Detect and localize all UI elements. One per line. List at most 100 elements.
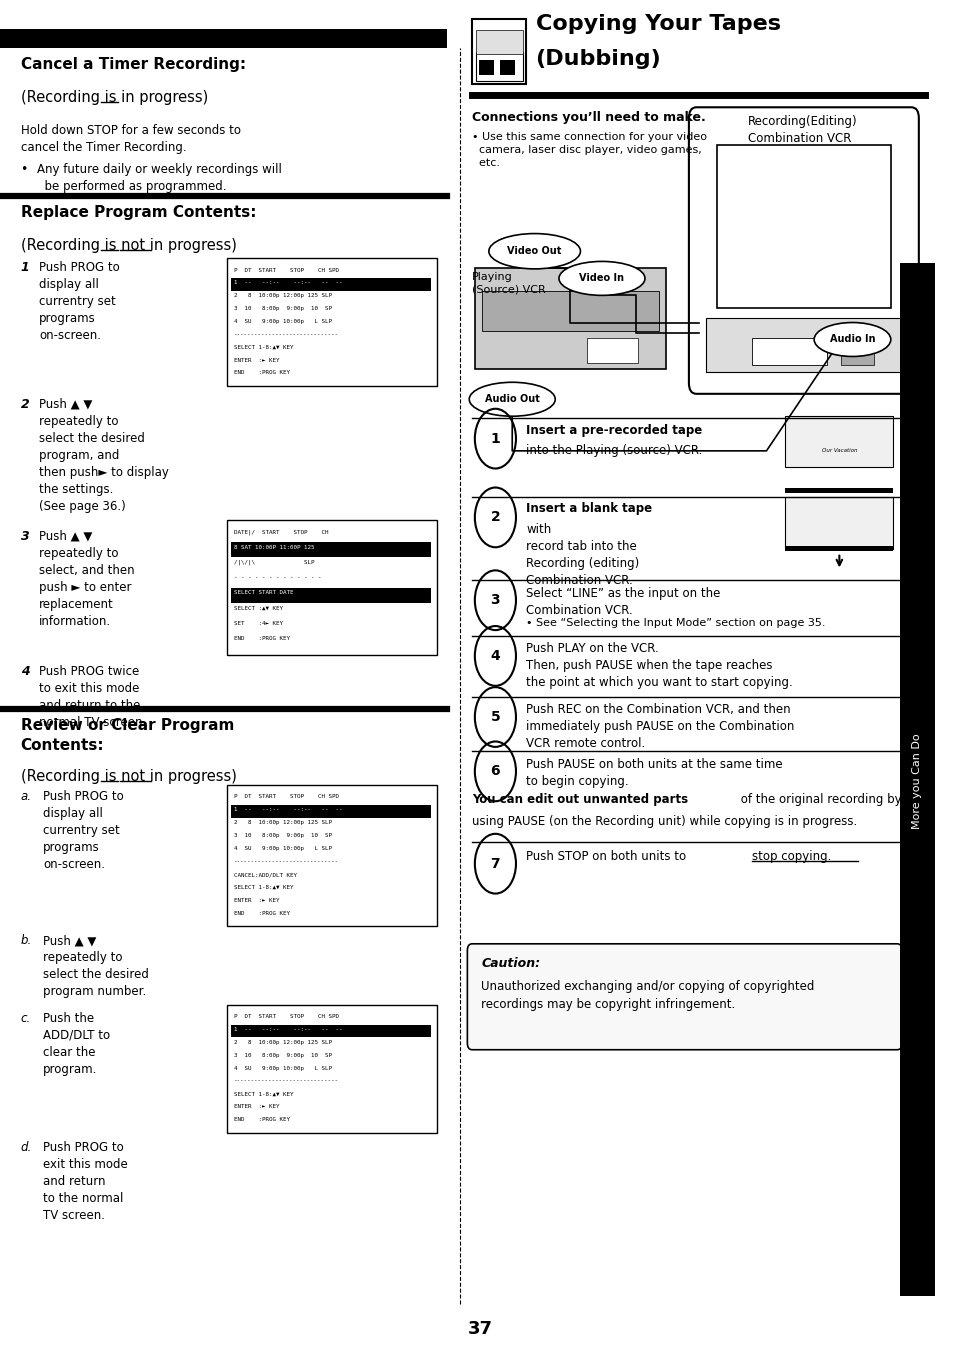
Text: Playing
(Source) VCR: Playing (Source) VCR: [472, 272, 545, 295]
Text: SELECT START DATE: SELECT START DATE: [233, 591, 293, 595]
FancyBboxPatch shape: [467, 944, 902, 1050]
FancyBboxPatch shape: [227, 258, 436, 386]
Bar: [752, 338, 826, 365]
Bar: [784, 488, 892, 493]
Text: 2   8  10:00p 12:00p 125 SLP: 2 8 10:00p 12:00p 125 SLP: [233, 820, 332, 826]
Text: Video In: Video In: [578, 273, 624, 284]
Text: DATE|/  START    STOP    CH: DATE|/ START STOP CH: [233, 530, 328, 535]
Text: Recording(Editing)
Combination VCR: Recording(Editing) Combination VCR: [747, 115, 857, 145]
Text: 3: 3: [21, 530, 30, 543]
Bar: [900, 263, 934, 1296]
Text: 2   8  10:00p 12:00p 125 SLP: 2 8 10:00p 12:00p 125 SLP: [233, 1040, 332, 1046]
Text: SELECT 1-8:▲▼ KEY: SELECT 1-8:▲▼ KEY: [233, 1092, 293, 1097]
Bar: [478, 60, 493, 75]
Text: 3  10   8:00p  9:00p  10  SP: 3 10 8:00p 9:00p 10 SP: [233, 306, 332, 311]
Text: Hold down STOP for a few seconds to
cancel the Timer Recording.: Hold down STOP for a few seconds to canc…: [21, 124, 240, 153]
Text: Unauthorized exchanging and/or copying of copyrighted
recordings may be copyrigh: Unauthorized exchanging and/or copying o…: [481, 980, 814, 1012]
Text: 5: 5: [490, 710, 499, 724]
Text: stop copying.: stop copying.: [752, 850, 831, 864]
Text: 4  SU   9:00p 10:00p   L SLP: 4 SU 9:00p 10:00p L SLP: [233, 319, 332, 325]
Text: Audio In: Audio In: [829, 334, 874, 345]
Text: 2: 2: [490, 511, 499, 524]
Bar: [475, 268, 666, 369]
Text: More you Can Do: More you Can Do: [911, 733, 922, 828]
Text: Push REC on the Combination VCR, and then
immediately push PAUSE on the Combinat: Push REC on the Combination VCR, and the…: [526, 703, 794, 751]
Bar: [586, 338, 638, 363]
Text: 37: 37: [467, 1320, 492, 1338]
Text: Our Vacation: Our Vacation: [821, 448, 856, 454]
Text: Video Out: Video Out: [507, 246, 561, 257]
Text: Copying Your Tapes: Copying Your Tapes: [535, 14, 780, 34]
Bar: [717, 145, 890, 308]
Text: /|\/|\              SLP: /|\/|\ SLP: [233, 559, 314, 565]
Text: 1: 1: [21, 261, 30, 274]
Ellipse shape: [488, 234, 579, 269]
Text: 2: 2: [21, 398, 30, 411]
Bar: [476, 30, 522, 54]
Text: 1  --   --:--    --:--   --  --: 1 -- --:-- --:-- -- --: [233, 808, 342, 812]
Text: 4: 4: [490, 649, 499, 663]
Text: • See “Selecting the Input Mode” section on page 35.: • See “Selecting the Input Mode” section…: [526, 618, 825, 627]
Text: END    :PROG KEY: END :PROG KEY: [233, 636, 290, 641]
Text: 3: 3: [490, 593, 499, 607]
Text: d.: d.: [21, 1141, 31, 1154]
Text: Push the
ADD/DLT to
clear the
program.: Push the ADD/DLT to clear the program.: [43, 1012, 110, 1076]
Text: SELECT 1-8:▲▼ KEY: SELECT 1-8:▲▼ KEY: [233, 345, 293, 350]
Text: 6: 6: [490, 765, 499, 778]
Text: ------------------------------: ------------------------------: [233, 1078, 338, 1084]
Text: 4  SU   9:00p 10:00p   L SLP: 4 SU 9:00p 10:00p L SLP: [233, 846, 332, 851]
Text: 3  10   8:00p  9:00p  10  SP: 3 10 8:00p 9:00p 10 SP: [233, 834, 332, 838]
Text: END    :PROG KEY: END :PROG KEY: [233, 911, 290, 915]
Bar: [705, 318, 902, 372]
FancyBboxPatch shape: [227, 785, 436, 926]
Text: - - - - - - - - - - - - -: - - - - - - - - - - - - -: [233, 576, 321, 580]
Text: Push ▲ ▼
repeatedly to
select the desired
program number.: Push ▲ ▼ repeatedly to select the desire…: [43, 934, 149, 998]
Text: • Use this same connection for your video
  camera, laser disc player, video gam: • Use this same connection for your vide…: [472, 132, 706, 168]
Text: 8 SAT 10:00P 11:00P 125: 8 SAT 10:00P 11:00P 125: [233, 545, 314, 550]
Text: Push STOP on both units to: Push STOP on both units to: [526, 850, 689, 864]
Bar: [482, 291, 659, 331]
Text: (Recording is in progress): (Recording is in progress): [21, 90, 208, 105]
Text: SET    :4► KEY: SET :4► KEY: [233, 621, 282, 626]
Text: Insert a blank tape: Insert a blank tape: [526, 502, 652, 516]
FancyBboxPatch shape: [227, 1005, 436, 1133]
Text: (Recording is not in progress): (Recording is not in progress): [21, 769, 236, 784]
Text: 4: 4: [21, 665, 30, 679]
Text: ------------------------------: ------------------------------: [233, 331, 338, 337]
Text: Push PROG to
display all
currentry set
programs
on-screen.: Push PROG to display all currentry set p…: [43, 790, 124, 872]
FancyBboxPatch shape: [688, 107, 918, 394]
Text: Review or Clear Program
Contents:: Review or Clear Program Contents:: [21, 718, 233, 754]
Ellipse shape: [469, 383, 555, 417]
Text: Cancel a Timer Recording:: Cancel a Timer Recording:: [21, 57, 246, 72]
Text: using PAUSE (on the Recording unit) while copying is in progress.: using PAUSE (on the Recording unit) whil…: [472, 815, 857, 828]
Bar: [784, 416, 892, 467]
Text: SELECT :▲▼ KEY: SELECT :▲▼ KEY: [233, 606, 282, 611]
Text: Audio Out: Audio Out: [484, 394, 539, 405]
Ellipse shape: [558, 261, 644, 295]
Text: SELECT 1-8:▲▼ KEY: SELECT 1-8:▲▼ KEY: [233, 885, 293, 889]
Text: Insert a pre-recorded tape: Insert a pre-recorded tape: [526, 424, 701, 437]
Text: Push ▲ ▼
repeatedly to
select, and then
push ► to enter
replacement
information.: Push ▲ ▼ repeatedly to select, and then …: [39, 530, 134, 627]
Text: P  DT  START    STOP    CH SPD: P DT START STOP CH SPD: [233, 1014, 338, 1020]
Text: You can edit out unwanted parts: You can edit out unwanted parts: [472, 793, 687, 807]
Text: with
record tab into the
Recording (editing)
Combination VCR.: with record tab into the Recording (edit…: [526, 523, 639, 587]
Text: (Dubbing): (Dubbing): [535, 49, 660, 69]
Text: into the Playing (source) VCR.: into the Playing (source) VCR.: [526, 444, 702, 458]
Text: 1  --   --:--    --:--   --  --: 1 -- --:-- --:-- -- --: [233, 1027, 342, 1032]
FancyBboxPatch shape: [227, 520, 436, 655]
Text: c.: c.: [21, 1012, 30, 1025]
Text: ENTER  :► KEY: ENTER :► KEY: [233, 1104, 279, 1109]
Text: Push PROG to
exit this mode
and return
to the normal
TV screen.: Push PROG to exit this mode and return t…: [43, 1141, 128, 1222]
Text: ENTER  :► KEY: ENTER :► KEY: [233, 357, 279, 363]
Text: a.: a.: [21, 790, 31, 804]
Bar: [231, 1024, 431, 1038]
Text: 3  10   8:00p  9:00p  10  SP: 3 10 8:00p 9:00p 10 SP: [233, 1052, 332, 1058]
Bar: [499, 60, 515, 75]
Text: Push PAUSE on both units at the same time
to begin copying.: Push PAUSE on both units at the same tim…: [526, 758, 782, 788]
Text: b.: b.: [21, 934, 31, 948]
Text: 7: 7: [490, 857, 499, 870]
Text: P  DT  START    STOP    CH SPD: P DT START STOP CH SPD: [233, 794, 338, 800]
Text: P  DT  START    STOP    CH SPD: P DT START STOP CH SPD: [233, 268, 338, 273]
Text: (Recording is not in progress): (Recording is not in progress): [21, 238, 236, 253]
Bar: [0, 29, 446, 48]
